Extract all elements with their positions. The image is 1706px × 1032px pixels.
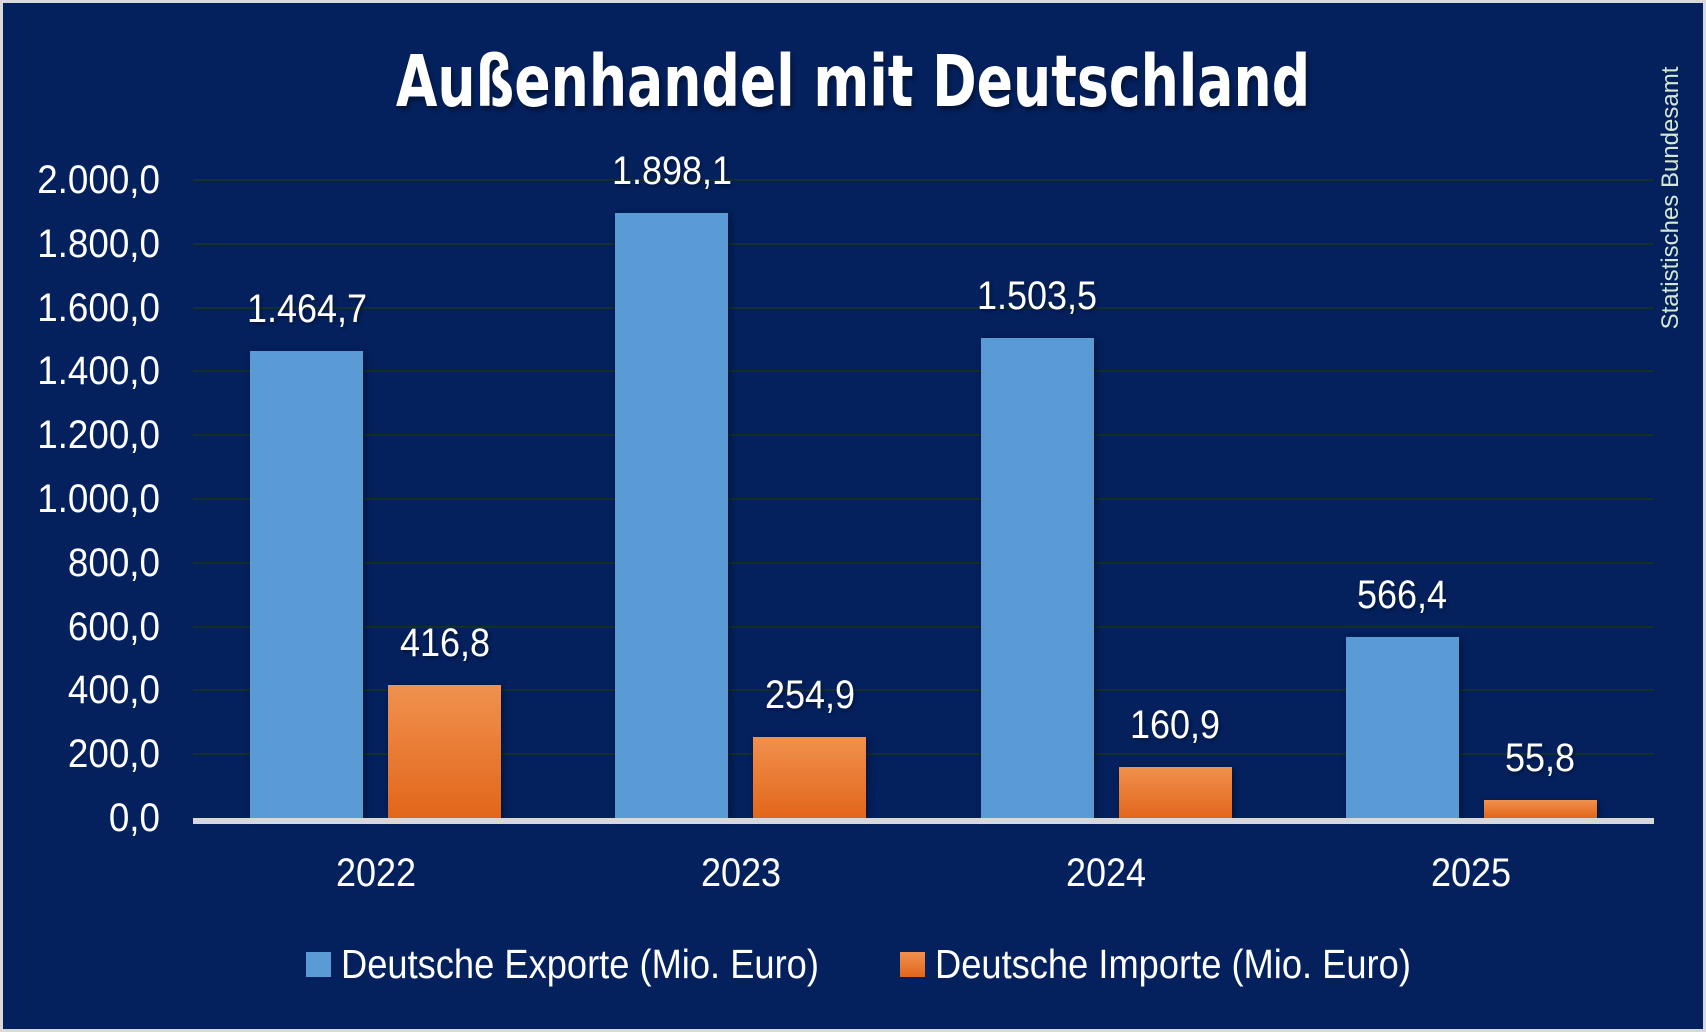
data-label: 1.898,1: [611, 148, 733, 193]
gridline: [193, 434, 1654, 437]
legend-swatch-exports: [306, 951, 331, 977]
x-axis-category-label: 2022: [335, 851, 416, 895]
data-label: 1.503,5: [976, 274, 1098, 319]
legend-item-imports: Deutsche Importe (Mio. Euro): [900, 940, 1473, 987]
bar-import-2025: [1483, 800, 1597, 818]
gridline: [193, 561, 1654, 564]
bar-export-2024: [980, 338, 1094, 818]
y-axis-tick-label: 1.000,0: [37, 477, 160, 521]
bar-export-2022: [250, 350, 364, 818]
data-label: 416,8: [399, 621, 491, 666]
y-axis-tick-label: 1.400,0: [37, 349, 160, 394]
y-axis-tick-label: 1.600,0: [37, 285, 160, 330]
bar-export-2025: [1345, 637, 1459, 818]
legend-label: Deutsche Importe (Mio. Euro): [935, 940, 1411, 987]
y-axis-tick-label: 200,0: [67, 732, 160, 777]
bar-import-2024: [1118, 766, 1232, 818]
legend: Deutsche Exporte (Mio. Euro) Deutsche Imp…: [0, 940, 1706, 987]
gridline: [193, 306, 1654, 309]
gridline: [193, 753, 1654, 756]
x-axis-line: [193, 818, 1654, 824]
legend-label: Deutsche Exporte (Mio. Euro): [341, 940, 819, 987]
gridline: [193, 689, 1654, 692]
legend-item-exports: Deutsche Exporte (Mio. Euro): [306, 940, 881, 987]
data-label: 254,9: [764, 672, 856, 717]
y-axis-tick-label: 1.200,0: [37, 413, 160, 458]
data-label: 160,9: [1129, 702, 1221, 747]
y-axis-tick-label: 0,0: [108, 796, 160, 840]
gridline: [193, 625, 1654, 628]
bar-import-2022: [388, 685, 502, 818]
data-label: 1.464,7: [246, 286, 368, 331]
y-axis-tick-label: 2.000,0: [37, 158, 160, 202]
x-axis-category-label: 2025: [1431, 851, 1512, 895]
gridline: [193, 498, 1654, 500]
data-label: 566,4: [1356, 573, 1448, 618]
y-axis-tick-label: 800,0: [67, 540, 160, 585]
y-axis-tick-label: 1.800,0: [37, 221, 160, 266]
gridline: [193, 242, 1654, 245]
x-axis-category-label: 2023: [700, 851, 781, 895]
data-label: 55,8: [1504, 736, 1576, 781]
chart-title: Außenhandel mit Deutschland: [395, 40, 1311, 123]
source-note: Statistisches Bundesamt: [1657, 66, 1684, 330]
bar-import-2023: [753, 736, 867, 818]
gridline: [193, 370, 1654, 373]
y-axis-tick-label: 600,0: [67, 604, 160, 649]
x-axis-category-label: 2024: [1066, 851, 1147, 895]
gridline: [193, 179, 1654, 181]
y-axis-tick-label: 400,0: [67, 668, 160, 713]
bar-export-2023: [615, 212, 729, 818]
legend-swatch-imports: [900, 951, 925, 977]
